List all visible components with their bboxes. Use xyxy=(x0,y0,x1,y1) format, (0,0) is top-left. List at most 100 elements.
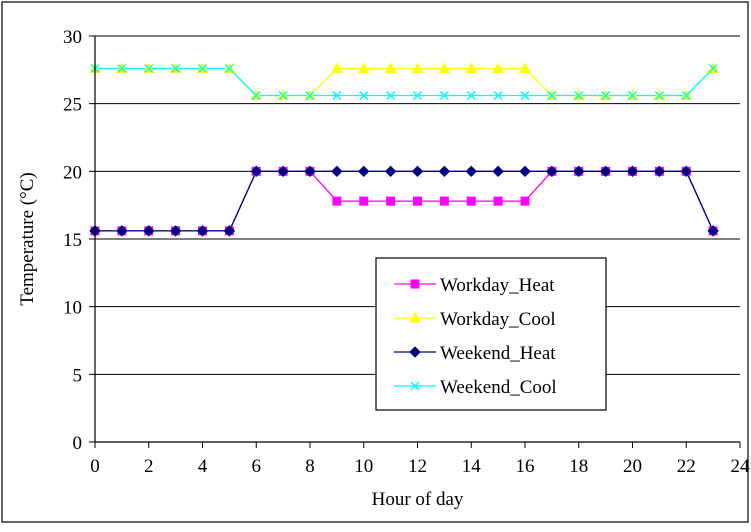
data-point-workday-cool xyxy=(357,62,370,73)
legend-item: Workday_Cool xyxy=(394,309,556,330)
data-point-weekend-cool xyxy=(708,63,718,74)
data-point-workday-heat xyxy=(413,196,422,206)
data-point-workday-cool xyxy=(492,62,504,73)
x-tick-label: 18 xyxy=(569,456,588,477)
x-axis-title: Hour of day xyxy=(372,489,464,510)
data-point-weekend-cool xyxy=(171,63,181,74)
legend-marker xyxy=(410,279,420,289)
legend-label: Workday_Cool xyxy=(440,309,556,330)
x-tick-label: 0 xyxy=(90,456,100,477)
data-point-weekend-cool xyxy=(574,91,584,101)
data-point-workday-cool xyxy=(465,62,478,73)
data-point-weekend-cool xyxy=(144,63,154,74)
data-point-weekend-heat xyxy=(465,165,477,178)
x-tick-label: 24 xyxy=(731,456,751,477)
data-point-weekend-heat xyxy=(116,225,128,237)
data-point-weekend-heat xyxy=(653,165,666,178)
data-point-weekend-heat xyxy=(438,165,451,178)
legend-label: Weekend_Heat xyxy=(440,343,556,364)
data-point-workday-heat xyxy=(359,196,369,206)
legend-label: Weekend_Cool xyxy=(440,377,557,398)
data-point-workday-heat xyxy=(466,196,476,206)
data-point-weekend-cool xyxy=(627,91,638,101)
data-point-weekend-heat xyxy=(411,165,424,178)
y-tick-label: 25 xyxy=(63,95,82,116)
data-point-weekend-heat xyxy=(519,165,531,178)
data-point-workday-heat xyxy=(520,196,530,206)
y-tick-label: 20 xyxy=(63,162,82,183)
x-tick-label: 2 xyxy=(144,456,154,477)
data-point-weekend-cool xyxy=(305,91,315,101)
data-point-workday-cool xyxy=(384,62,397,73)
x-tick-label: 16 xyxy=(516,456,535,477)
y-tick-label: 30 xyxy=(63,27,82,48)
data-point-weekend-cool xyxy=(278,91,288,101)
x-tick-label: 4 xyxy=(198,456,208,477)
data-point-weekend-cool xyxy=(224,63,234,74)
data-point-weekend-cool xyxy=(412,91,423,101)
series-line-weekend-cool xyxy=(95,67,714,97)
data-point-weekend-heat xyxy=(573,165,585,178)
data-point-workday-heat xyxy=(332,196,342,206)
data-point-weekend-heat xyxy=(384,165,397,178)
data-point-weekend-cool xyxy=(439,91,449,101)
x-tick-label: 6 xyxy=(252,456,262,477)
y-tick-label: 15 xyxy=(63,230,82,251)
data-point-workday-cool xyxy=(331,62,343,73)
chart-frame xyxy=(1,1,749,523)
data-point-workday-cool xyxy=(438,62,451,73)
data-point-weekend-cool xyxy=(359,91,369,101)
data-point-weekend-heat xyxy=(169,225,182,237)
series-markers xyxy=(89,62,719,237)
y-tick-label: 5 xyxy=(73,365,83,386)
x-tick-label: 12 xyxy=(408,456,427,477)
data-point-weekend-cool xyxy=(332,91,342,101)
x-tick-label: 8 xyxy=(305,456,315,477)
data-point-workday-heat xyxy=(386,196,396,206)
data-point-weekend-cool xyxy=(493,91,503,101)
data-point-weekend-heat xyxy=(680,165,692,178)
data-point-weekend-cool xyxy=(547,91,557,101)
legend-item: Weekend_Cool xyxy=(394,377,557,398)
data-point-weekend-heat xyxy=(707,225,719,237)
data-point-weekend-heat xyxy=(546,165,558,178)
data-point-workday-heat xyxy=(439,196,449,206)
y-tick-label: 10 xyxy=(63,298,82,319)
data-point-weekend-cool xyxy=(197,63,208,74)
data-point-weekend-heat xyxy=(304,165,316,178)
legend-marker xyxy=(409,311,421,323)
data-point-weekend-heat xyxy=(492,165,504,178)
data-point-weekend-heat xyxy=(626,165,639,178)
axes xyxy=(89,35,741,448)
data-point-weekend-cool xyxy=(466,91,476,101)
data-point-workday-cool xyxy=(519,62,531,73)
data-point-workday-cool xyxy=(411,62,424,73)
data-point-weekend-heat xyxy=(250,165,262,178)
data-point-weekend-cool xyxy=(654,91,664,101)
data-point-weekend-heat xyxy=(223,225,236,237)
data-point-weekend-heat xyxy=(331,165,343,178)
x-tick-label: 20 xyxy=(623,456,642,477)
x-tick-label: 14 xyxy=(462,456,482,477)
data-point-weekend-cool xyxy=(386,91,396,101)
x-tick-label: 10 xyxy=(354,456,373,477)
data-point-weekend-cool xyxy=(520,91,530,101)
data-point-weekend-heat xyxy=(143,225,155,237)
legend-marker xyxy=(409,346,421,358)
data-point-weekend-cool xyxy=(601,91,611,101)
data-point-weekend-heat xyxy=(599,165,612,178)
data-point-weekend-cool xyxy=(681,91,691,101)
data-point-weekend-heat xyxy=(196,225,209,237)
legend-item: Weekend_Heat xyxy=(394,343,556,364)
data-point-weekend-cool xyxy=(251,91,261,101)
y-tick-label: 0 xyxy=(73,433,83,454)
x-tick-label: 22 xyxy=(677,456,696,477)
legend-item: Workday_Heat xyxy=(394,275,555,296)
data-point-weekend-heat xyxy=(277,165,289,178)
data-point-workday-heat xyxy=(493,196,503,206)
data-point-weekend-cool xyxy=(117,63,127,74)
legend-label: Workday_Heat xyxy=(440,275,555,296)
